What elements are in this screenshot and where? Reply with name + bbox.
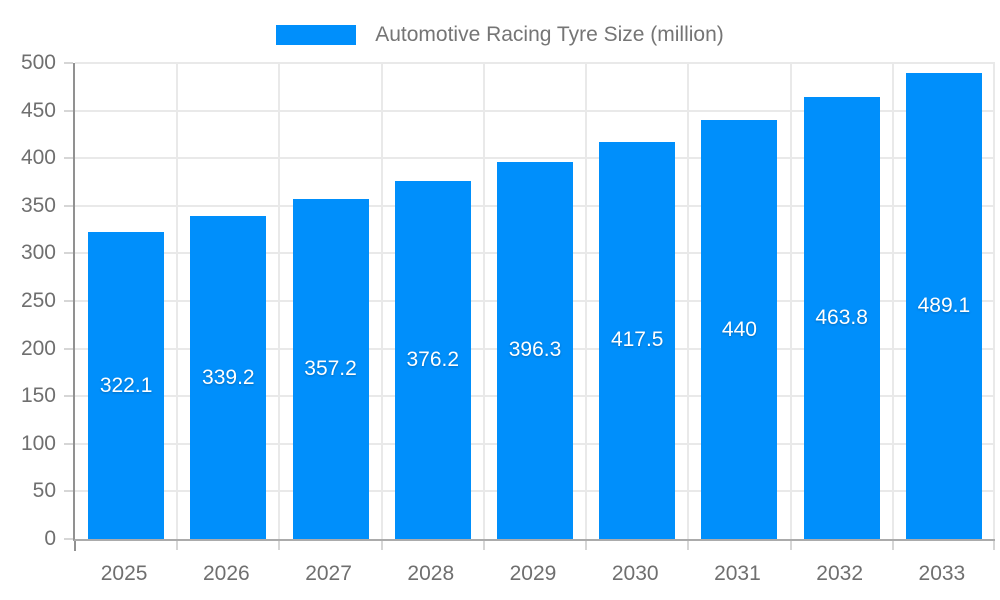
y-axis-tick: [64, 62, 73, 64]
x-axis-tick-label: 2033: [918, 562, 966, 585]
x-axis-tick: [74, 541, 76, 551]
y-axis-tick: [64, 204, 73, 207]
y-axis-tick-label: 350: [20, 193, 56, 217]
gridline-vertical: [380, 63, 383, 539]
bar-value-label: 376.2: [406, 347, 460, 371]
gridline-horizontal: [75, 62, 995, 64]
legend-marker: [276, 25, 357, 45]
gridline-vertical: [482, 63, 485, 539]
x-axis-tick: [891, 541, 894, 550]
bar-2033[interactable]: 489.1: [905, 73, 982, 539]
bar-value-label: 463.8: [815, 306, 868, 330]
gridline-vertical: [176, 63, 179, 539]
x-axis-tick: [789, 541, 792, 550]
y-axis-tick: [64, 109, 73, 112]
y-axis-tick-label: 100: [20, 431, 56, 455]
legend-item[interactable]: Automotive Racing Tyre Size (million): [0, 22, 1000, 48]
gridline-vertical: [585, 63, 588, 539]
x-axis-tick-label: 2032: [816, 562, 864, 585]
y-axis-tick-label: 50: [32, 479, 56, 503]
bar-value-label: 489.1: [917, 294, 971, 318]
x-axis-tick-label: 2025: [100, 562, 148, 585]
y-axis-tick: [64, 395, 73, 398]
y-axis-tick-label: 250: [20, 289, 56, 312]
bar-value-label: 440: [721, 317, 757, 341]
y-axis-tick-label: 200: [20, 336, 56, 360]
x-axis: 2025 2026 2027 2028 2029 2030 2031 2032 2033: [73, 560, 993, 590]
bar-2028[interactable]: 376.2: [394, 180, 471, 539]
gridline-vertical: [278, 63, 281, 539]
legend-label: Automotive Racing Tyre Size (million): [375, 23, 724, 46]
x-axis-tick-label: 2028: [407, 562, 455, 585]
y-axis-tick-label: 150: [20, 384, 56, 408]
x-axis-tick-label: 2030: [611, 562, 659, 585]
y-axis-tick: [64, 157, 73, 160]
bar-2026[interactable]: 339.2: [190, 216, 267, 539]
x-axis-tick: [993, 541, 995, 550]
y-axis-tick-label: 300: [20, 241, 56, 265]
y-axis-tick: [64, 442, 73, 445]
y-axis: 0 50 100 150 200 250 300 350 400 450 500: [0, 51, 56, 550]
gridline-horizontal: [75, 109, 995, 112]
x-axis-tick-label: 2027: [305, 562, 352, 585]
plot-area: 322.1 339.2 357.2 376.2 396.3 417.5 440 463.8 48…: [64, 62, 995, 551]
x-axis-tick-label: 2029: [509, 562, 557, 585]
gridline-vertical: [687, 63, 690, 539]
y-axis-tick-label: 450: [20, 98, 56, 122]
bar-2027[interactable]: 357.2: [292, 198, 369, 539]
bar-value-label: 339.2: [202, 365, 255, 389]
bar-2030[interactable]: 417.5: [599, 141, 676, 539]
bar-2031[interactable]: 440: [701, 120, 778, 539]
bar-2029[interactable]: 396.3: [497, 161, 573, 539]
x-axis-tick-label: 2026: [202, 562, 250, 585]
y-axis-tick: [64, 252, 73, 255]
bar-value-label: 322.1: [99, 373, 153, 397]
y-axis-tick-label: 400: [20, 146, 56, 170]
gridline-vertical: [891, 63, 894, 539]
x-axis-tick: [482, 541, 485, 550]
gridline-vertical: [789, 63, 792, 539]
x-axis-tick: [687, 541, 690, 550]
x-axis-tick: [278, 541, 281, 550]
y-axis-tick: [64, 300, 73, 302]
y-axis-tick-label: 0: [44, 527, 56, 550]
bar-2025[interactable]: 322.1: [88, 232, 165, 539]
bar-value-label: 417.5: [610, 328, 664, 352]
x-axis-tick: [176, 541, 179, 550]
x-axis-tick: [380, 541, 383, 550]
bar-value-label: 396.3: [508, 338, 562, 362]
x-axis-tick: [585, 541, 588, 550]
gridline-vertical: [993, 63, 995, 539]
y-axis-tick-label: 500: [20, 51, 56, 74]
gridline-horizontal: [75, 157, 995, 160]
x-axis-tick-label: 2031: [714, 562, 761, 585]
y-axis-tick: [64, 538, 73, 540]
y-axis-tick: [64, 347, 73, 350]
bar-2032[interactable]: 463.8: [803, 97, 880, 539]
y-axis-tick: [64, 490, 73, 493]
bar-value-label: 357.2: [304, 356, 357, 380]
